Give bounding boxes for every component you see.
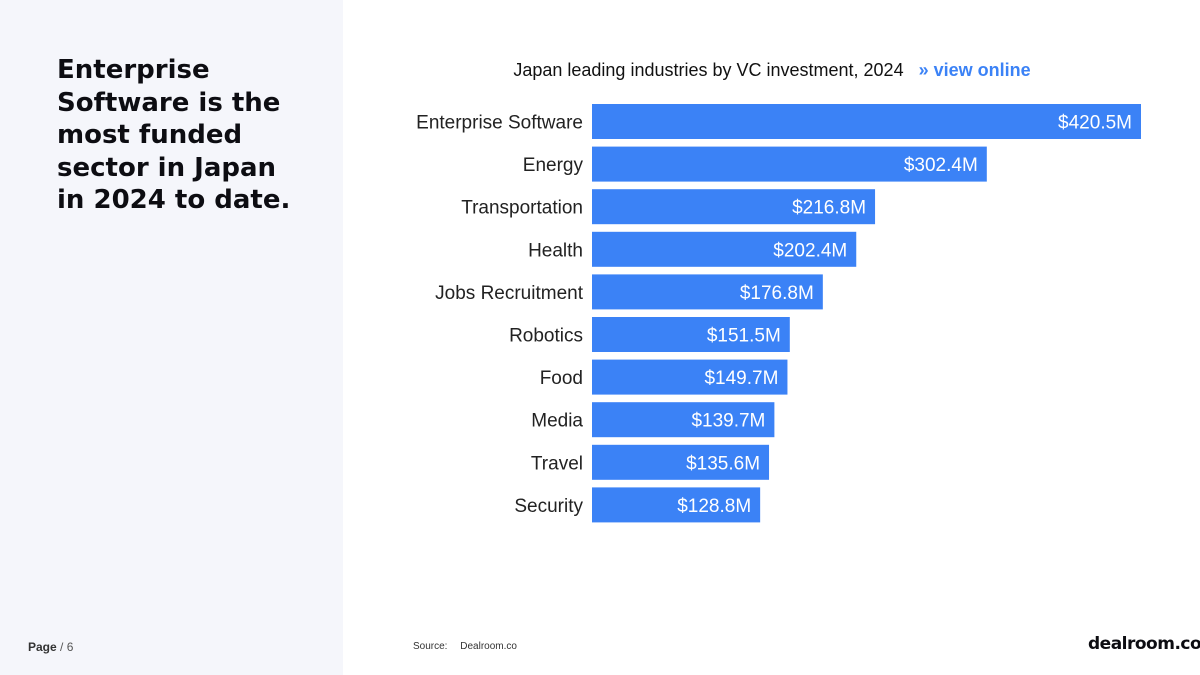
category-label: Food <box>540 368 583 389</box>
page-indicator: Page / 6 <box>28 640 73 654</box>
page-label: Page <box>28 640 57 654</box>
category-label: Enterprise Software <box>416 113 583 134</box>
source-note: Source: Dealroom.co <box>413 641 517 652</box>
bar <box>592 444 770 480</box>
headline: Enterprise Software is the most funded s… <box>57 55 291 215</box>
category-label: Health <box>528 240 583 261</box>
bar-chart: Enterprise Software $420.5M Energy $302.4M T… <box>416 104 1141 523</box>
page-separator: / <box>60 640 64 654</box>
source-name: Dealroom.co <box>460 641 517 652</box>
value-label: $151.5M <box>707 326 781 347</box>
value-label: $216.8M <box>792 198 866 219</box>
value-label: $176.8M <box>740 283 814 304</box>
chart-header: Japan leading industries by VC investmen… <box>400 56 1144 84</box>
value-label: $128.8M <box>677 496 751 517</box>
value-label: $135.6M <box>686 453 760 474</box>
bar <box>592 104 1141 139</box>
bar <box>592 317 790 352</box>
category-label: Travel <box>531 453 583 474</box>
chart-title: Japan leading industries by VC investmen… <box>513 60 904 80</box>
bar <box>592 146 987 182</box>
category-label: Jobs Recruitment <box>435 283 584 304</box>
bar <box>592 359 788 395</box>
value-label: $302.4M <box>904 155 978 176</box>
category-label: Media <box>531 411 583 432</box>
left-panel <box>0 0 343 675</box>
value-label: $420.5M <box>1058 113 1132 134</box>
bar <box>592 402 775 438</box>
bar <box>592 274 823 310</box>
view-online-link[interactable]: » view online <box>918 60 1031 80</box>
category-label: Transportation <box>461 198 583 219</box>
value-label: $149.7M <box>704 368 778 389</box>
value-label: $139.7M <box>691 411 765 432</box>
bar <box>592 487 761 523</box>
category-label: Energy <box>523 155 584 176</box>
page-number: 6 <box>66 640 74 654</box>
source-label: Source: <box>413 641 448 652</box>
category-label: Security <box>514 496 583 517</box>
dealroom-logo: dealroom.co <box>1088 634 1200 654</box>
category-label: Robotics <box>509 326 583 347</box>
bar <box>592 231 857 267</box>
bar <box>592 189 876 225</box>
value-label: $202.4M <box>773 240 847 261</box>
